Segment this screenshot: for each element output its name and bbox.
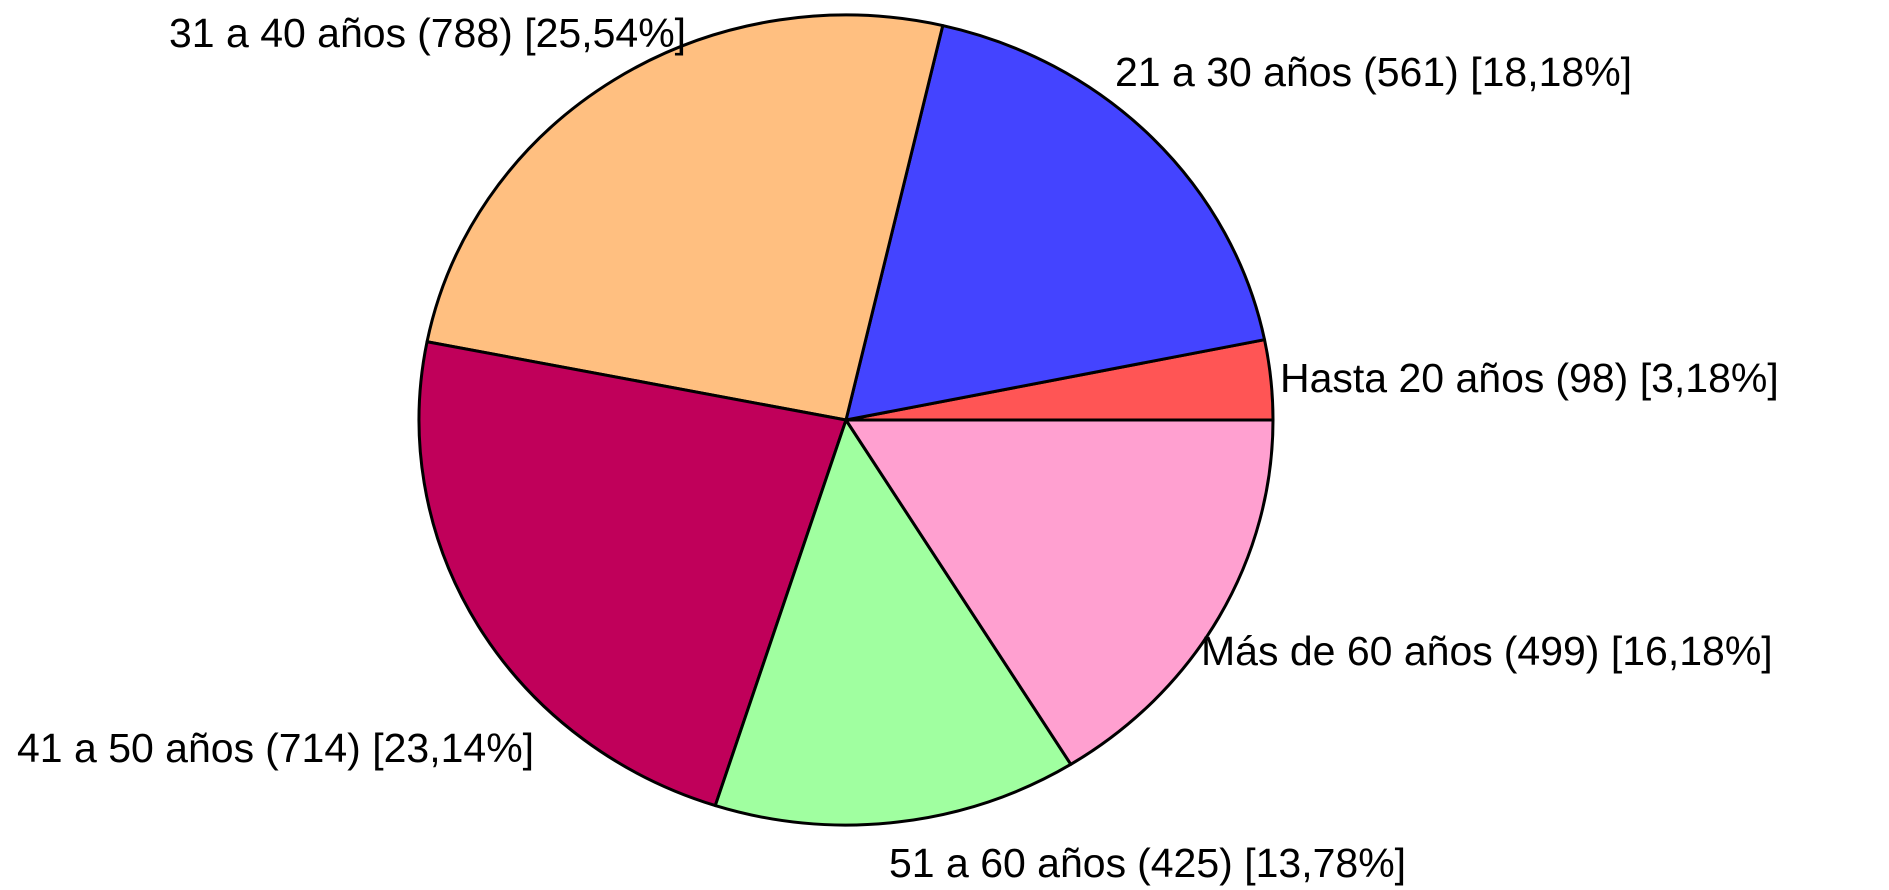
value-label: (425) [13,78%] bbox=[1137, 840, 1406, 886]
slice-label: 31 a 40 años (788) [25,54%] bbox=[169, 10, 686, 56]
pie-slice bbox=[844, 418, 1275, 766]
category-name: 31 a 40 años bbox=[169, 10, 406, 56]
value-label: (788) [25,54%] bbox=[417, 10, 686, 56]
pie-slice bbox=[417, 340, 848, 808]
pie-slice bbox=[425, 13, 945, 422]
category-name: 41 a 50 años bbox=[17, 725, 254, 771]
pie-slice bbox=[844, 24, 1267, 422]
value-label: (561) [18,18%] bbox=[1363, 49, 1632, 95]
slice-label: 21 a 30 años (561) [18,18%] bbox=[1115, 49, 1632, 95]
category-name: Más de 60 años bbox=[1201, 628, 1493, 674]
category-name: 21 a 30 años bbox=[1115, 49, 1352, 95]
pie-slice bbox=[713, 418, 1073, 827]
category-name: 51 a 60 años bbox=[889, 840, 1126, 886]
slice-label: Más de 60 años (499) [16,18%] bbox=[1201, 628, 1773, 674]
value-label: (98) [3,18%] bbox=[1555, 355, 1778, 401]
value-label: (499) [16,18%] bbox=[1504, 628, 1773, 674]
slice-label: 41 a 50 años (714) [23,14%] bbox=[17, 725, 534, 771]
slice-label: 51 a 60 años (425) [13,78%] bbox=[889, 840, 1406, 886]
value-label: (714) [23,14%] bbox=[265, 725, 534, 771]
category-name: Hasta 20 años bbox=[1280, 355, 1544, 401]
slice-label: Hasta 20 años (98) [3,18%] bbox=[1280, 355, 1779, 401]
